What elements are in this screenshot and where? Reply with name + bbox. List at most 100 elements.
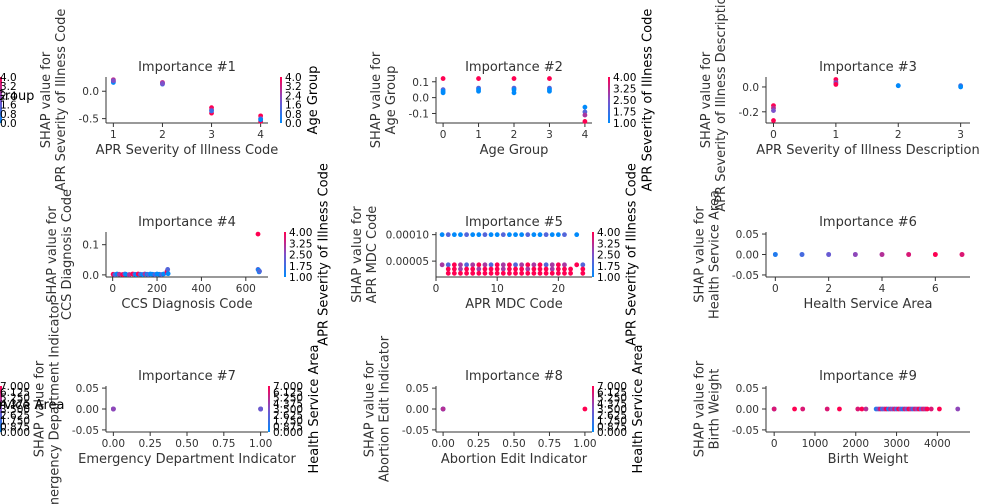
data-point bbox=[476, 76, 481, 81]
colorbar-tick-label: 3.500 bbox=[0, 404, 30, 416]
data-point bbox=[531, 266, 537, 272]
data-point bbox=[209, 108, 214, 114]
colorbar-tick-label: 4.0 bbox=[285, 72, 302, 84]
colorbar-tick-label: 3.500 bbox=[273, 404, 303, 416]
x-tick-label: 0.75 bbox=[538, 438, 561, 450]
colorbar-tick-label: 7.000 bbox=[0, 381, 30, 393]
y-axis-label: Age Group bbox=[384, 66, 399, 135]
x-tick-label: 4 bbox=[879, 283, 886, 295]
subplot-title: Importance #1 bbox=[138, 60, 236, 75]
colorbar-tick-label: 0.0 bbox=[285, 118, 302, 130]
data-point bbox=[445, 270, 451, 276]
x-tick-label: 3 bbox=[957, 129, 964, 141]
x-tick-label: 0 bbox=[440, 129, 447, 141]
data-point bbox=[500, 270, 506, 276]
data-point bbox=[445, 232, 451, 238]
colorbar-tick-label: 4.375 bbox=[597, 398, 627, 410]
data-point bbox=[451, 262, 457, 268]
colorbar-tick-label: 1.00 bbox=[613, 118, 636, 130]
data-point bbox=[458, 266, 463, 272]
data-point bbox=[464, 262, 469, 268]
x-tick-label: 2 bbox=[511, 129, 518, 141]
x-tick-label: 0 bbox=[770, 129, 777, 141]
colorbar bbox=[608, 77, 610, 123]
data-point bbox=[458, 262, 463, 268]
data-point bbox=[476, 266, 482, 272]
data-point bbox=[476, 232, 482, 238]
data-point bbox=[488, 270, 494, 276]
x-axis-label: APR MDC Code bbox=[465, 297, 563, 312]
data-point bbox=[451, 266, 457, 272]
data-point bbox=[549, 232, 555, 238]
data-point bbox=[507, 262, 512, 268]
data-point bbox=[440, 406, 446, 412]
data-point bbox=[547, 88, 552, 94]
data-point bbox=[257, 268, 262, 274]
colorbar-tick-label: 4.00 bbox=[597, 227, 620, 239]
subplot-7: Importance #70.00 0.25 0.50 0.75 1.00-0.050.… bbox=[33, 299, 323, 504]
subplot-8: Importance #80.00 0.25 0.50 0.75 1.00-0.050.… bbox=[363, 335, 647, 482]
data-point bbox=[110, 406, 116, 412]
data-point bbox=[543, 266, 549, 272]
data-point bbox=[863, 406, 869, 412]
x-tick-label: 3000 bbox=[883, 438, 910, 450]
colorbar-tick-label: 3.2 bbox=[285, 81, 302, 93]
data-point bbox=[464, 266, 469, 272]
x-tick-label: 2 bbox=[159, 129, 166, 141]
colorbar-tick-label: 2.50 bbox=[597, 250, 620, 262]
y-tick-label: 0.0 bbox=[82, 270, 99, 282]
data-point bbox=[464, 232, 469, 238]
colorbar-tick-label: 2.50 bbox=[289, 250, 312, 262]
x-tick-label: 4000 bbox=[924, 438, 951, 450]
data-point bbox=[924, 406, 930, 412]
data-point bbox=[258, 117, 264, 123]
y-tick-label: 0.05 bbox=[406, 383, 429, 395]
x-tick-label: 20 bbox=[552, 283, 565, 295]
data-point bbox=[476, 262, 482, 268]
data-point bbox=[955, 406, 961, 412]
data-point bbox=[110, 78, 116, 84]
y-tick-label: -0.05 bbox=[402, 425, 429, 437]
colorbar-label: APR Severity of Illness Code bbox=[316, 163, 331, 346]
data-point bbox=[482, 262, 488, 268]
data-point bbox=[833, 82, 839, 87]
y-axis-label: Birth Weight bbox=[708, 369, 723, 450]
data-point bbox=[482, 266, 488, 272]
subplot-title: Importance #8 bbox=[465, 369, 563, 384]
y-tick-label: 0.05 bbox=[76, 383, 99, 395]
data-point bbox=[451, 270, 457, 276]
data-point bbox=[826, 252, 832, 257]
colorbar-tick-label: 0.875 bbox=[0, 421, 30, 433]
y-axis-label: SHAP value for bbox=[363, 360, 378, 457]
colorbar-label: APR Severity of Illness Code bbox=[624, 163, 639, 346]
subplot-4: Importance #4 0 200 400 600 0.0 0.1 CCS Diagnos… bbox=[45, 163, 331, 346]
data-point bbox=[543, 232, 549, 238]
x-tick-label: 400 bbox=[191, 283, 211, 295]
x-axis-label: APR Severity of Illness Code bbox=[96, 143, 279, 158]
data-point bbox=[511, 90, 517, 96]
data-point bbox=[513, 232, 518, 238]
data-point bbox=[494, 270, 500, 276]
colorbar-tick-label: 0.875 bbox=[273, 421, 303, 433]
data-point bbox=[160, 81, 165, 86]
subplot-3: Importance #3 0 1 2 3 -0.2 0.0 APR Severity of … bbox=[0, 0, 980, 212]
data-point bbox=[547, 76, 552, 81]
data-point bbox=[537, 262, 543, 268]
data-point bbox=[507, 270, 512, 276]
data-point bbox=[500, 262, 506, 268]
data-point bbox=[771, 118, 776, 123]
x-axis-label: Health Service Area bbox=[804, 297, 933, 312]
data-point bbox=[482, 270, 488, 276]
colorbar-tick-label: 4.375 bbox=[0, 398, 30, 410]
data-point bbox=[859, 406, 865, 412]
data-point bbox=[500, 232, 506, 238]
x-tick-label: 0.00 bbox=[102, 438, 125, 450]
x-tick-label: 0 bbox=[772, 283, 779, 295]
data-point bbox=[932, 252, 938, 257]
data-point bbox=[439, 232, 445, 238]
y-tick-label: -0.5 bbox=[79, 114, 100, 126]
data-point bbox=[470, 262, 476, 268]
x-tick-label: 4 bbox=[582, 129, 589, 141]
colorbar-tick-label: 2.4 bbox=[285, 90, 302, 102]
